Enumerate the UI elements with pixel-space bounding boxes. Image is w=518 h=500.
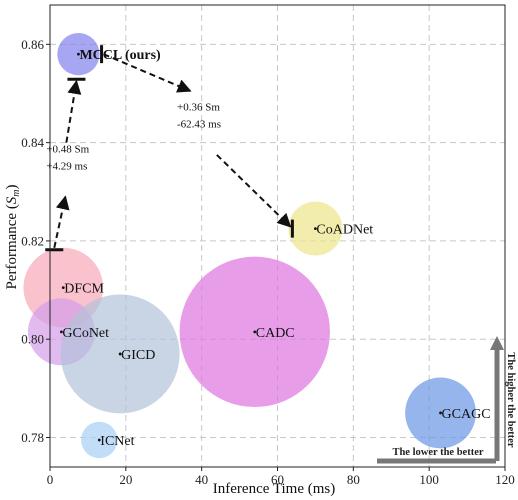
bubble-label-coadnet: CoADNet: [316, 223, 373, 238]
comparison-arrow: [53, 195, 70, 249]
tick-labels: 0 20 40 60 80 100 120 0.78 0.80 0.82 0.84 0.86: [21, 37, 515, 487]
lower-better-note: The lower the better: [392, 447, 483, 458]
y-tick-label: 0.84: [21, 135, 44, 150]
y-tick-label: 0.82: [21, 233, 44, 248]
bubble-center-gcagc: [439, 411, 442, 415]
higher-better-note: The higher the better: [505, 352, 516, 448]
bubble-label-icnet: ICNet: [100, 434, 134, 449]
annotations: +0.48 Sm +4.29 ms +0.36 Sm -62.43 ms: [45, 45, 294, 252]
side-notes: The lower the better The higher the bett…: [377, 336, 516, 464]
y-tick-label: 0.78: [21, 430, 44, 445]
x-tick-label: 120: [495, 472, 515, 487]
bubble-label-cadc: CADC: [256, 326, 295, 341]
y-tick-label: 0.80: [21, 332, 44, 347]
bubble-labels: MCCL (ours) CoADNet DFCM GCoNet GICD CADC ICNe…: [62, 48, 490, 449]
bubble-center-coadnet: [314, 227, 317, 231]
comparison-arrow: [65, 79, 82, 143]
bubble-label-mccl-ours: MCCL (ours): [79, 48, 161, 63]
x-tick-label: 20: [119, 472, 132, 487]
x-tick-label: 60: [271, 472, 284, 487]
axis-titles: Inference Time (ms) Performance (Sm): [4, 184, 335, 497]
annotation-label: +4.29 ms: [46, 160, 87, 172]
comparison-arrow: [103, 53, 192, 93]
bubble-label-gcagc: GCAGC: [442, 407, 491, 422]
x-tick-label: 40: [195, 472, 208, 487]
bubble-center-icnet: [97, 438, 101, 442]
annotation-label: +0.48 Sm: [46, 143, 89, 155]
bubble-center-mccl-ours: [77, 52, 80, 56]
x-tick-label: 0: [47, 472, 54, 487]
comparison-arrow: [216, 154, 292, 228]
bubble-center-gicd: [118, 352, 122, 356]
annotation-label: +0.36 Sm: [177, 102, 220, 114]
y-axis-title: Performance (Sm): [4, 184, 22, 289]
bubble-label-gicd: GICD: [121, 348, 155, 363]
x-tick-label: 80: [347, 472, 360, 487]
x-tick-label: 100: [419, 472, 439, 487]
y-tick-label: 0.86: [21, 37, 44, 52]
x-axis-title: Inference Time (ms): [213, 481, 335, 497]
bubble-center-cadc: [253, 330, 257, 334]
bubble-label-gconet: GCoNet: [62, 326, 109, 341]
bubble-center-dfcm: [61, 286, 65, 290]
bubble-center-gconet: [59, 330, 63, 334]
bubble-label-dfcm: DFCM: [64, 282, 104, 297]
annotation-label: -62.43 ms: [177, 119, 221, 131]
higher-better-arrowhead: [490, 336, 504, 350]
bubbles: [23, 33, 476, 459]
